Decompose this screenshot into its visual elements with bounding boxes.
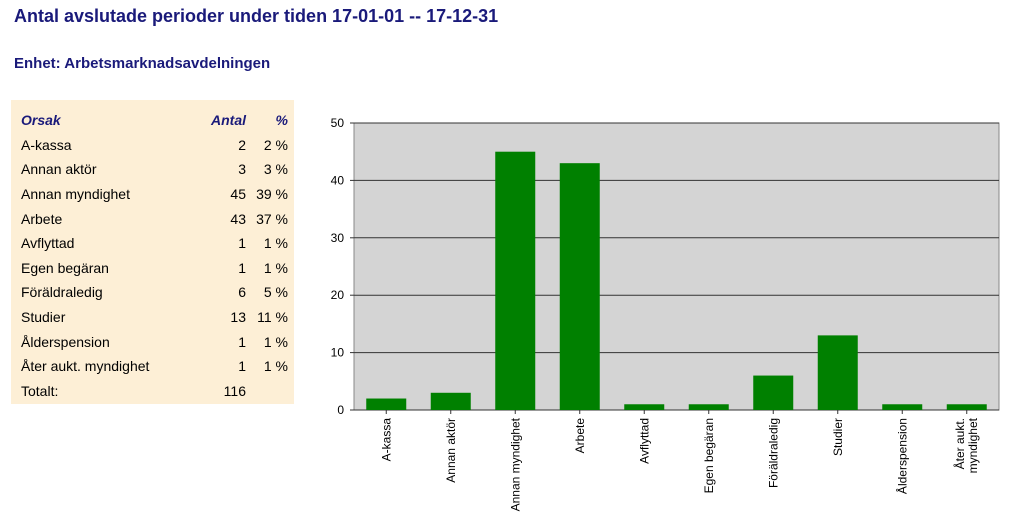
table-cell: 2	[238, 136, 246, 153]
total-row: Totalt: 116	[21, 379, 288, 404]
x-tick-label: Arbete	[573, 418, 587, 454]
table-cell: 39 %	[256, 186, 288, 203]
x-tick-label: Ålderspension	[894, 418, 909, 494]
x-tick-label: Annan myndighet	[508, 417, 522, 511]
table-row: Annan aktör 3 3 %	[21, 157, 288, 182]
y-tick-label: 30	[331, 231, 345, 245]
x-tick-label: Åter aukt.myndighet	[952, 417, 980, 473]
table-cell: A-kassa	[21, 136, 72, 153]
label-line: myndighet	[966, 417, 980, 473]
table-cell: 1 %	[263, 235, 288, 252]
y-tick-label: 20	[331, 288, 345, 302]
table-cell: 1 %	[263, 259, 288, 276]
table-cell: Studier	[21, 309, 66, 326]
bar	[817, 335, 858, 410]
table-cell: 1	[238, 358, 246, 375]
table-cell: 3	[238, 161, 246, 178]
bar	[624, 404, 665, 410]
bar	[495, 151, 536, 410]
table-cell: 5 %	[263, 284, 288, 301]
bar	[366, 398, 407, 410]
table-cell: Arbete	[21, 210, 63, 227]
table-row: Åter aukt. myndighet 1 1 %	[21, 354, 288, 379]
table-row: Annan myndighet 45 39 %	[21, 182, 288, 207]
table-row: Avflyttad 1 1 %	[21, 231, 288, 256]
table-cell: Annan myndighet	[21, 186, 130, 203]
subtitle: Enhet: Arbetsmarknadsavdelningen	[14, 55, 271, 72]
bar	[753, 375, 794, 410]
table-row: Arbete 43 37 %	[21, 206, 288, 231]
table-cell: 43	[230, 210, 246, 227]
table-cell: 1	[238, 235, 246, 252]
table-row: Föräldraledig 6 5 %	[21, 280, 288, 305]
table-cell: Ålderspension	[21, 333, 110, 350]
x-tick-label: Egen begäran	[702, 418, 716, 493]
label-line: Åter aukt.	[952, 418, 967, 469]
table-cell: Totalt:	[21, 382, 59, 399]
table-cell: 6	[238, 284, 246, 301]
table-cell: Annan aktör	[21, 161, 97, 178]
table-cell: Egen begäran	[21, 259, 109, 276]
column-header: %	[275, 112, 288, 129]
table-cell: 1 %	[263, 358, 288, 375]
table: Orsak Antal% A-kassa 2 2 % Annan aktör 3 3 % Ann…	[21, 108, 288, 403]
table-cell: Avflyttad	[21, 235, 75, 252]
table-row: Egen begäran 1 1 %	[21, 256, 288, 281]
table-cell: 1 %	[263, 333, 288, 350]
y-tick-label: 0	[337, 403, 344, 417]
bar	[559, 163, 600, 410]
page-title: Antal avslutade perioder under tiden 17-…	[14, 6, 499, 26]
table-cell: Åter aukt. myndighet	[21, 358, 150, 375]
y-tick-label: 10	[331, 346, 345, 360]
bar	[946, 404, 987, 410]
table-panel: Orsak Antal% A-kassa 2 2 % Annan aktör 3 3 % Ann…	[11, 100, 294, 404]
table-row: A-kassa 2 2 %	[21, 133, 288, 158]
x-tick-label: Studier	[831, 418, 845, 456]
x-tick-label: Föräldraledig	[766, 418, 780, 488]
table-row: Studier 13 11 %	[21, 305, 288, 330]
x-tick-label: A-kassa	[379, 418, 393, 462]
table-cell: 13	[230, 309, 246, 326]
table-cell: 1	[238, 259, 246, 276]
table-row: Ålderspension 1 1 %	[21, 329, 288, 354]
table-cell: 116	[223, 382, 246, 399]
plot-area	[353, 122, 1000, 411]
bar	[688, 404, 729, 410]
table-cell: 45	[230, 186, 246, 203]
table-cell: 37 %	[256, 210, 288, 227]
table-cell: 1	[238, 333, 246, 350]
x-tick-label: Annan aktör	[444, 418, 458, 483]
table-cell: 2 %	[263, 136, 288, 153]
column-header: Orsak	[21, 112, 61, 129]
x-tick-label: Avflyttad	[637, 418, 651, 464]
y-tick-label: 50	[331, 116, 345, 130]
table-cell: Föräldraledig	[21, 284, 103, 301]
y-tick-label: 40	[331, 173, 345, 187]
table-cell: 3 %	[263, 161, 288, 178]
table-cell: 11 %	[257, 309, 288, 326]
bar	[430, 392, 471, 410]
column-header: Antal	[211, 112, 246, 129]
bar	[882, 404, 923, 410]
